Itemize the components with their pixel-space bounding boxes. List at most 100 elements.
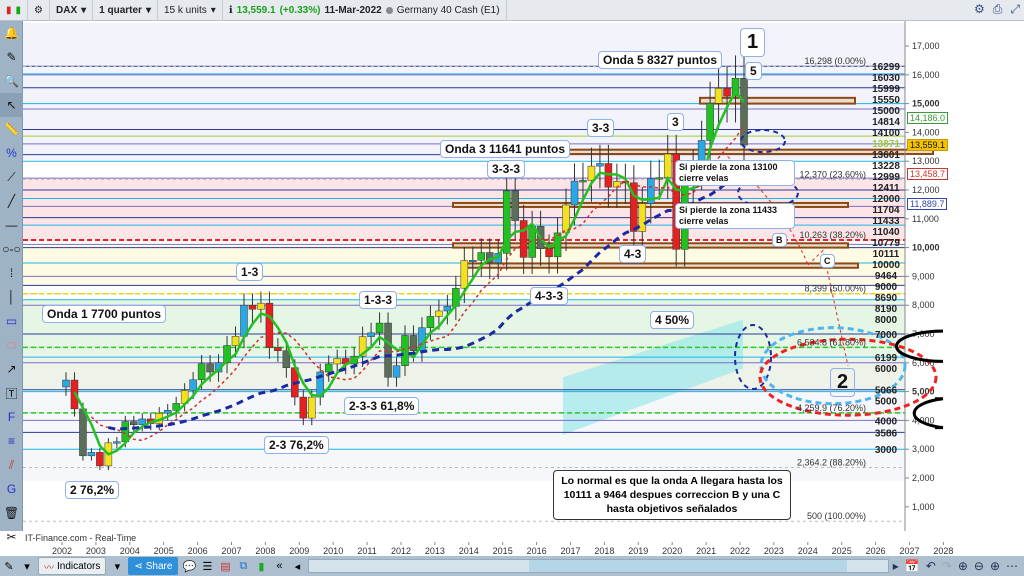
trendline-icon[interactable]: ╱ xyxy=(7,194,16,208)
red-dashed-ellipse xyxy=(758,337,938,417)
symbol-select[interactable]: DAX ▾ xyxy=(50,0,94,21)
text-icon[interactable]: 🅃 xyxy=(5,386,18,401)
print-icon[interactable]: ⎙ xyxy=(992,2,1003,16)
level-label: 16299 xyxy=(872,62,900,73)
fullscreen-icon[interactable]: ⤢ xyxy=(1010,2,1020,16)
compare-chart-icon[interactable]: ▤ xyxy=(220,560,231,573)
label-wave-3-3-3[interactable]: 3-3-3 xyxy=(487,160,526,178)
label-wave-2-3-3[interactable]: 2-3-3 61,8% xyxy=(344,397,420,415)
info-icon[interactable]: ℹ xyxy=(228,4,233,16)
segment-icon[interactable]: ⟋ xyxy=(7,169,16,184)
label-onda5[interactable]: Onda 5 8327 puntos xyxy=(598,51,723,69)
label-zone-13100[interactable]: Si pierde la zona 13100 cierre velas xyxy=(675,160,795,186)
label-wave-2-3[interactable]: 2-3 76,2% xyxy=(264,436,329,454)
pencil-icon[interactable]: ✎ xyxy=(6,50,17,64)
compare-icon[interactable]: ⚙ xyxy=(28,0,50,21)
label-wave-3-3[interactable]: 3-3 xyxy=(587,119,615,137)
calendar-icon[interactable]: 📅 xyxy=(904,559,920,573)
fibonacci-levels-icon[interactable]: ≡ xyxy=(7,434,15,448)
fibonacci-icon[interactable]: F xyxy=(7,410,16,424)
time-scrollbar[interactable] xyxy=(308,559,889,573)
more-icon[interactable]: ⋯ xyxy=(1006,559,1018,573)
y-tick-label: 10,000 xyxy=(912,243,940,253)
ellipse-icon[interactable]: ⬭ xyxy=(6,337,17,352)
label-wave-c[interactable]: C xyxy=(820,254,835,268)
badge-ma-slow: 13,458.7 xyxy=(907,168,949,180)
vertical-segment-icon[interactable]: ⁞ xyxy=(9,266,14,280)
label-wave-1-3-3[interactable]: 1-3-3 xyxy=(359,291,398,309)
scroll-right-button[interactable]: ▸ xyxy=(892,559,899,573)
label-onda3[interactable]: Onda 3 11641 puntos xyxy=(440,140,571,158)
rectangle-icon[interactable]: ▭ xyxy=(5,314,18,328)
list-icon[interactable]: ☰ xyxy=(202,560,213,573)
candle xyxy=(469,260,477,263)
zoom-icon[interactable]: 🔍 xyxy=(4,74,19,88)
gann-fan-icon[interactable]: G xyxy=(6,482,17,496)
y-tick-label: 9,000 xyxy=(912,271,935,281)
level-label: 5066 xyxy=(875,386,898,397)
vertical-line-icon[interactable]: │ xyxy=(7,290,16,304)
label-wave-5[interactable]: 5 xyxy=(745,62,762,80)
percent-icon[interactable]: % xyxy=(6,146,17,160)
level-label: 11433 xyxy=(872,216,900,227)
scroll-left-button[interactable]: ◂ xyxy=(294,560,301,573)
level-label: 10111 xyxy=(873,249,900,260)
settings-icon[interactable]: ⚙ xyxy=(974,2,985,16)
label-wave-4-3[interactable]: 4-3 xyxy=(619,245,647,263)
candle xyxy=(248,304,257,310)
alert-bell-icon[interactable]: 🔔 xyxy=(4,26,19,40)
label-wave-4[interactable]: 4 50% xyxy=(650,311,695,329)
x-tick-label: 2018 xyxy=(594,546,614,556)
level-label: 7000 xyxy=(875,330,898,341)
candle xyxy=(257,302,265,310)
candle xyxy=(333,358,341,365)
price-chart[interactable]: 17,00016,00015,00014,00013,00012,00011,0… xyxy=(23,21,1024,556)
zoom-in-icon[interactable]: ⊕ xyxy=(989,559,1000,573)
y-tick-label: 8,000 xyxy=(912,300,935,310)
candle xyxy=(87,452,96,457)
undo-icon[interactable]: ↶ xyxy=(925,559,936,573)
window-icon[interactable]: ⧉ xyxy=(239,559,248,572)
label-onda1[interactable]: Onda 1 7700 puntos xyxy=(42,305,167,323)
candle-tool-icon[interactable]: ▮ xyxy=(258,560,265,573)
channel-icon[interactable]: ⫽ xyxy=(8,457,15,472)
horizontal-line-icon[interactable]: — xyxy=(5,218,18,232)
candle xyxy=(528,226,536,258)
chart-type-icon[interactable]: ▮ ▮ xyxy=(0,0,29,21)
x-tick-label: 2019 xyxy=(628,546,648,556)
label-wave-3[interactable]: 3 xyxy=(667,113,684,131)
trash-icon[interactable]: 🗑 xyxy=(3,506,20,520)
note-box[interactable]: Lo normal es que la onda A llegara hasta… xyxy=(553,470,791,520)
horizontal-segment-icon[interactable]: ○-○ xyxy=(2,242,21,256)
drawings-icon[interactable]: ✎ xyxy=(4,560,14,573)
scrollbar-thumb[interactable] xyxy=(529,560,848,572)
arrow-icon[interactable]: ↗ xyxy=(6,362,17,376)
indicators-button[interactable]: 〰 Indicators xyxy=(38,557,107,575)
units-select[interactable]: 15 k units ▾ xyxy=(158,0,223,21)
x-tick-label: 2017 xyxy=(560,546,580,556)
label-wave-2-target[interactable]: 2 xyxy=(830,368,856,397)
comment-icon[interactable]: 💬 xyxy=(182,560,197,573)
label-wave-1-3[interactable]: 1-3 xyxy=(236,263,264,281)
redo-icon[interactable]: ↷ xyxy=(941,559,952,573)
collapse-icon[interactable]: « xyxy=(276,560,283,572)
y-tick-label: 13,000 xyxy=(912,156,940,166)
indicators-dropdown-icon[interactable]: ▾ xyxy=(114,560,121,573)
label-wave-2[interactable]: 2 76,2% xyxy=(65,481,120,499)
label-wave-4-3-3[interactable]: 4-3-3 xyxy=(530,287,569,305)
label-wave-1[interactable]: 1 xyxy=(740,28,766,57)
dropdown-icon[interactable]: ▾ xyxy=(24,560,30,573)
candle xyxy=(392,365,401,378)
y-tick-label: 14,000 xyxy=(912,127,940,137)
ruler-icon[interactable]: 📏 xyxy=(4,122,19,136)
tools-icon[interactable]: ✂ xyxy=(6,530,17,544)
label-wave-b[interactable]: B xyxy=(772,233,787,247)
y-tick-label: 15,000 xyxy=(912,99,940,109)
period-select[interactable]: 1 quarter ▾ xyxy=(93,0,158,21)
pointer-icon[interactable]: ↖ xyxy=(0,93,23,117)
level-label: 10000 xyxy=(872,260,900,271)
zoom-fit-icon[interactable]: ⊕ xyxy=(957,559,968,573)
zoom-out-icon[interactable]: ⊖ xyxy=(973,559,984,573)
share-button[interactable]: ⋖ Share xyxy=(128,557,179,575)
label-zone-11433[interactable]: Si pierde la zona 11433 cierre velas xyxy=(675,203,795,229)
